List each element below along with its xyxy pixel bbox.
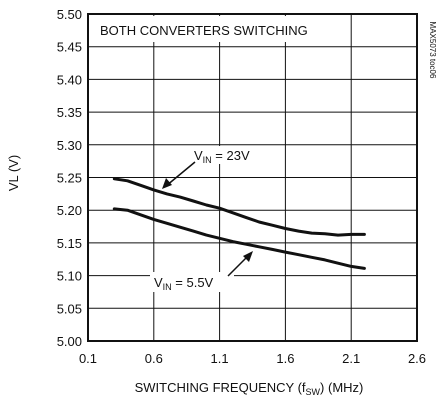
x-axis-label: SWITCHING FREQUENCY (fSW) (MHz) <box>135 380 364 397</box>
y-tick-label: 5.35 <box>57 105 82 120</box>
annotation-vin-5-5v-value: = 5.5V <box>172 275 214 290</box>
y-axis-label: VL (V) <box>6 155 21 191</box>
x-axis-label-main: SWITCHING FREQUENCY (f <box>135 380 306 395</box>
x-tick-label: 2.6 <box>408 351 426 366</box>
svg-text:VIN = 23V: VIN = 23V <box>194 148 250 165</box>
x-tick-label: 2.1 <box>342 351 360 366</box>
x-tick-label: 1.6 <box>276 351 294 366</box>
annotation-vin-23v-subscript: IN <box>203 155 212 165</box>
x-axis-label-unit: ) (MHz) <box>320 380 363 395</box>
x-tick-label: 1.1 <box>211 351 229 366</box>
grid-lines <box>88 14 417 341</box>
y-tick-label: 5.10 <box>57 269 82 284</box>
condition-label-box: BOTH CONVERTERS SWITCHING <box>92 16 324 42</box>
annotation-vin-5-5v: VIN = 5.5V <box>150 251 253 292</box>
series-line-vin-5-5v <box>112 207 366 270</box>
plot-frame <box>87 13 418 342</box>
series-line-vin-23v <box>112 177 366 237</box>
y-tick-label: 5.50 <box>57 7 82 22</box>
svg-text:VIN = 5.5V: VIN = 5.5V <box>154 275 214 292</box>
annotation-vin-5-5v-subscript: IN <box>163 282 172 292</box>
figure-id-label: MAX5073 toc06 <box>428 22 437 79</box>
y-tick-label: 5.15 <box>57 236 82 251</box>
x-tick-label: 0.1 <box>79 351 97 366</box>
annotation-vin-5-5v-arrowhead <box>243 251 253 262</box>
y-tick-label: 5.20 <box>57 203 82 218</box>
series-layer <box>112 177 366 270</box>
annotation-vin-23v-value: = 23V <box>212 148 250 163</box>
annotation-vin-23v-main: V <box>194 148 203 163</box>
condition-label: BOTH CONVERTERS SWITCHING <box>100 23 308 38</box>
annotation-vin-23v: VIN = 23V <box>162 146 272 189</box>
y-tick-label: 5.40 <box>57 72 82 87</box>
x-tick-labels: 0.1 0.6 1.1 1.6 2.1 2.6 <box>79 351 426 366</box>
y-tick-label: 5.00 <box>57 334 82 349</box>
y-tick-label: 5.30 <box>57 138 82 153</box>
y-tick-label: 5.05 <box>57 301 82 316</box>
annotation-vin-5-5v-main: V <box>154 275 163 290</box>
y-tick-label: 5.25 <box>57 171 82 186</box>
y-tick-labels: 5.00 5.05 5.10 5.15 5.20 5.25 5.30 5.35 5.40 5.45… <box>57 7 82 349</box>
annotation-vin-23v-arrowhead <box>162 178 172 189</box>
x-tick-label: 0.6 <box>145 351 163 366</box>
x-axis-label-subscript: SW <box>306 387 321 397</box>
annotation-vin-23v-arrow <box>165 161 196 187</box>
y-tick-label: 5.45 <box>57 40 82 55</box>
